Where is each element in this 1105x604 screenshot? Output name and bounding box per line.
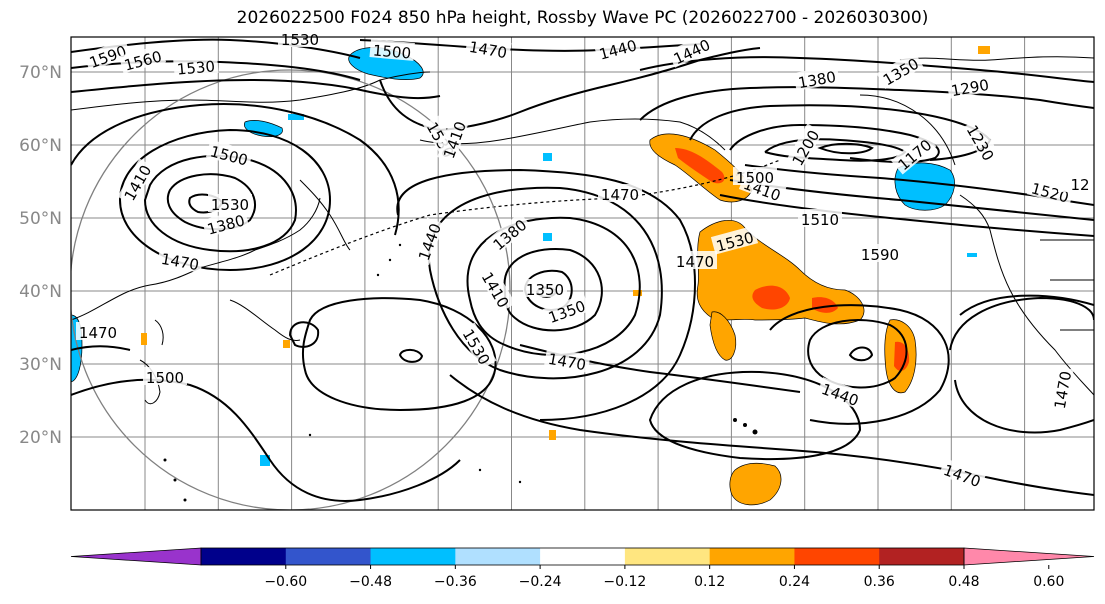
positive-anomaly-small-e — [978, 46, 990, 54]
colorbar-box — [709, 548, 795, 565]
colorbar-extend-low — [70, 547, 202, 566]
contour-label: 1510 — [801, 211, 839, 229]
contour-label: 1530 — [176, 57, 216, 78]
positive-anomaly-small-a — [549, 430, 556, 440]
latitude-label: 60°N — [19, 136, 62, 156]
longitude-label: 170°E — [486, 519, 538, 520]
contour-label: 1500 — [146, 369, 184, 387]
longitude-label: 130°W — [922, 519, 980, 520]
negative-anomaly-small-b — [543, 153, 552, 161]
colorbar-box — [540, 548, 626, 565]
latitude-label: 20°N — [19, 428, 62, 448]
colorbar-box — [285, 548, 372, 565]
positive-anomaly-central-core-b — [812, 297, 838, 313]
longitude-label: 150°E — [339, 519, 391, 520]
colorbar-box — [624, 548, 711, 565]
colorbar-box — [201, 548, 287, 565]
colorbar-box — [794, 548, 880, 565]
colorbar-tick-label: −0.36 — [434, 574, 477, 590]
colorbar-tick-label: 0.36 — [864, 574, 895, 590]
negative-anomaly-small-d — [288, 114, 304, 120]
colorbar-tick-label: 0.60 — [1033, 574, 1064, 590]
colorbar-box — [455, 548, 541, 565]
positive-anomaly-gulf-core — [675, 148, 725, 184]
negative-anomaly-small-e — [967, 253, 977, 257]
map-frame — [70, 36, 1095, 511]
contour-label: 1470 — [601, 186, 639, 204]
colorbar-extend-high — [963, 547, 1095, 566]
contour-label: 1470 — [79, 324, 117, 342]
latitude-label: 40°N — [19, 282, 62, 302]
contour-label: 1530 — [281, 31, 319, 49]
contour-label: 1350 — [526, 281, 564, 299]
contour-label: 1470 — [676, 253, 714, 271]
positive-anomaly-south — [709, 311, 737, 361]
contour-label: 1500 — [372, 41, 412, 62]
contour-label: 1590 — [861, 246, 899, 264]
map-background — [71, 37, 1094, 510]
graticule — [71, 37, 1094, 510]
islands — [163, 243, 758, 502]
coastlines — [71, 56, 1094, 405]
negative-anomaly-small-a — [543, 233, 552, 241]
colorbar-tick-label: −0.60 — [264, 574, 307, 590]
positive-anomaly-small-b — [141, 333, 147, 345]
colorbar-tick-label: 0.12 — [694, 574, 725, 590]
colorbar-tick-label: −0.12 — [603, 574, 646, 590]
longitude-label: 120°W — [996, 519, 1054, 520]
longitude-label: 140°W — [849, 519, 907, 520]
colorbar-tick-label: 0.48 — [948, 574, 979, 590]
colorbar-tick-label: 0.24 — [779, 574, 810, 590]
latitude-label: 70°N — [19, 63, 62, 83]
colorbar-tick-label: −0.24 — [519, 574, 562, 590]
map-title: 2026022500 F024 850 hPa height, Rossby W… — [236, 8, 929, 28]
positive-anomaly-tropics — [729, 463, 782, 506]
longitude-label: 170°W — [629, 519, 687, 520]
longitude-label: 180°W — [556, 519, 614, 520]
longitude-label: 130°E — [192, 519, 244, 520]
colorbar-box — [879, 548, 965, 565]
longitude-label: 140°E — [266, 519, 318, 520]
longitude-label: 160°W — [703, 519, 761, 520]
latitude-label: 30°N — [19, 355, 62, 375]
longitude-label: 150°W — [776, 519, 834, 520]
longitude-label: 160°E — [412, 519, 464, 520]
longitude-label: 120°E — [119, 519, 171, 520]
contour-label: 1530 — [211, 196, 249, 214]
positive-anomaly-small-d — [283, 340, 290, 348]
colorbar-box — [370, 548, 456, 565]
contour-label: 1500 — [736, 169, 774, 187]
latitude-label: 50°N — [19, 209, 62, 229]
radius-circle — [71, 69, 511, 510]
positive-anomaly-central-core-a — [752, 285, 790, 310]
contour-label: 12 — [1070, 176, 1089, 194]
colorbar-tick-label: −0.48 — [349, 574, 392, 590]
